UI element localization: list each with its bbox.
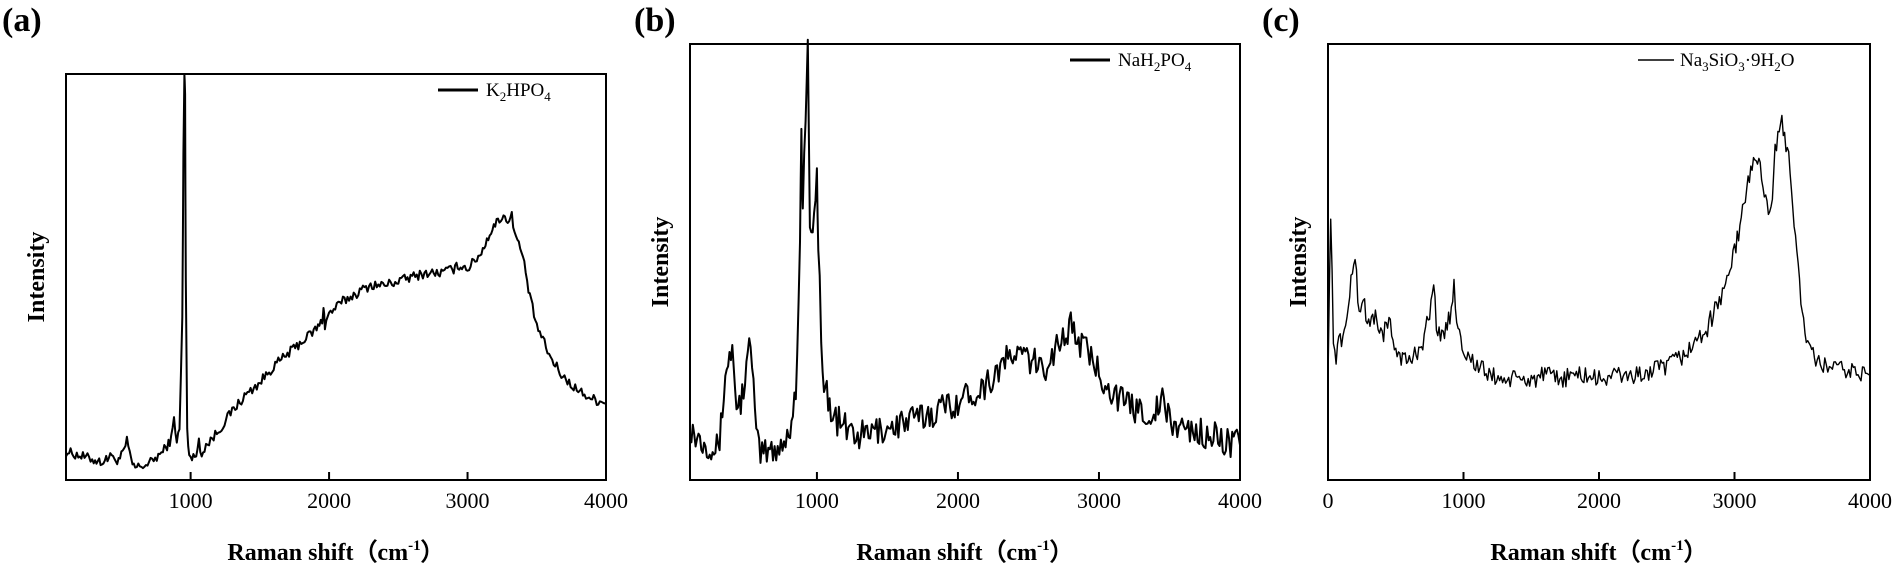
x-axis-title-text: Raman shift（cm [227,539,408,566]
series-line [1327,114,1871,388]
x-tick-label: 4000 [584,488,628,513]
y-axis-title: Intensity [1286,217,1312,308]
x-tick-label: 3000 [1713,488,1757,513]
x-axis-title: Raman shift（cm-1） [227,538,444,566]
x-tick-label: 2000 [307,488,351,513]
legend-subscript: 3 [1702,59,1709,74]
x-axis-title-text: Raman shift（cm [856,539,1037,566]
y-axis-title: Intensity [648,217,674,308]
legend-text-part: Na [1680,50,1703,71]
plot-frame [65,73,607,481]
legend-subscript: 3 [1738,59,1745,74]
legend-text-part: O [1781,50,1795,71]
series-line [689,38,1241,464]
x-axis-title-superscript: -1 [1671,538,1684,554]
legend-subscript: 2 [500,89,507,104]
series-line [65,73,607,470]
legend-text-part: K [486,80,500,101]
legend-text-part: SiO [1709,50,1739,71]
x-tick-label: 3000 [446,488,490,513]
x-axis-title-end: ） [421,539,445,566]
legend-label: K2HPO4 [486,80,551,104]
legend-subscript: 4 [1185,59,1192,74]
legend-text-part: NaH [1118,50,1154,71]
x-axis-title-text: Raman shift（cm [1490,539,1671,566]
x-tick-label: 4000 [1848,488,1892,513]
chart-a: 1000 2000 3000 4000 K2HPO4 Raman shift（cm-1） I… [24,73,628,566]
x-tick-label: 0 [1323,488,1334,513]
x-axis-title: Raman shift（cm-1） [1490,538,1707,566]
legend-text-part: PO [1160,50,1184,71]
x-axis-title-superscript: -1 [1037,538,1050,554]
x-tick-label: 2000 [1577,488,1621,513]
legend-subscript: 2 [1154,59,1161,74]
plot-frame [1327,43,1871,481]
legend-text-part: ·9H [1745,50,1775,71]
legend-label: Na3SiO3·9H2O [1680,50,1795,74]
panel-label: (b) [634,2,676,39]
x-axis-title-end: ） [1050,539,1074,566]
chart-b: 1000 2000 3000 4000 NaH2PO4 Raman shift（cm-1）… [648,38,1262,566]
legend-label: NaH2PO4 [1118,50,1192,74]
panel-a: (a) 1000 2000 3000 4000 K2HPO4 Raman shift（cm… [0,0,633,571]
x-tick-label: 1000 [1442,488,1486,513]
x-tick-label: 3000 [1077,488,1121,513]
panel-label: (c) [1262,2,1300,39]
x-axis-title: Raman shift（cm-1） [856,538,1073,566]
panel-b: (b) 1000 2000 3000 4000 NaH2PO4 Raman shift（c… [634,0,1268,571]
x-tick-label: 1000 [795,488,839,513]
legend-subscript: 2 [1774,59,1781,74]
panel-label: (a) [2,2,42,39]
plot-frame [689,43,1241,481]
y-axis-title: Intensity [24,232,50,323]
legend-subscript: 4 [544,89,551,104]
x-tick-label: 1000 [169,488,213,513]
x-tick-label: 2000 [936,488,980,513]
x-axis-title-end: ） [1684,539,1708,566]
legend-text-part: HPO [506,80,544,101]
panel-c: (c) 0 1000 2000 3000 4000 Na3SiO3·9H2O Raman s… [1262,0,1900,571]
x-tick-label: 4000 [1218,488,1262,513]
x-axis-title-superscript: -1 [408,538,421,554]
